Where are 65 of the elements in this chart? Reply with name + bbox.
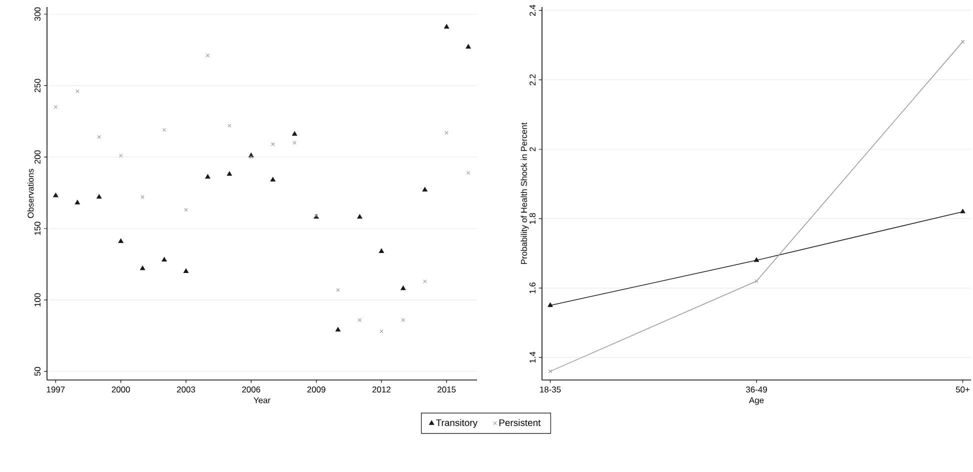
point [466, 44, 471, 49]
x-axis-title: Age [748, 397, 764, 405]
point [401, 318, 406, 322]
x-tick-label: 2015 [438, 386, 456, 392]
x-tick-label: 2006 [242, 386, 260, 392]
y-tick-label: 300 [34, 7, 40, 21]
x-tick-label: 50+ [956, 386, 970, 392]
x-tick-label: 2003 [177, 386, 196, 392]
point [119, 154, 123, 158]
point [960, 208, 966, 214]
y-tick-label: 1.4 [530, 352, 536, 363]
point [754, 257, 760, 262]
point [270, 177, 276, 182]
point [357, 214, 362, 219]
x-tick-label: 1997 [46, 386, 65, 392]
point [422, 187, 428, 192]
point [140, 266, 146, 270]
point [444, 24, 450, 29]
point [380, 330, 384, 334]
point [466, 170, 470, 175]
point [548, 302, 553, 307]
point [183, 268, 189, 273]
point [400, 286, 406, 290]
point [292, 140, 296, 145]
point [444, 130, 448, 135]
point [184, 208, 188, 212]
y-tick-label: 150 [34, 222, 40, 235]
y-axis-title: Observations [27, 168, 34, 218]
point [76, 89, 80, 94]
y-tick-label: 100 [34, 293, 40, 306]
point [97, 135, 101, 139]
x-tick-label: 36-49 [746, 386, 767, 392]
y-tick-label: 200 [34, 150, 40, 164]
point [335, 327, 341, 332]
point [226, 171, 232, 176]
point [54, 105, 58, 109]
point [754, 279, 758, 283]
point [118, 238, 124, 243]
y-tick-label: 2.4 [530, 4, 536, 16]
point [358, 318, 362, 322]
y-tick-label: 2 [530, 147, 536, 152]
point [162, 128, 166, 132]
x-tick-label: 2000 [112, 386, 130, 392]
y-tick-label: 1.6 [530, 282, 536, 294]
point [292, 131, 298, 136]
x-tick-label: 2012 [372, 386, 390, 392]
y-tick-label: 250 [34, 78, 40, 92]
legend-label: Transitory [436, 419, 478, 428]
point [74, 200, 80, 204]
point [96, 194, 102, 199]
y-axis-title: Probability of Health Shock in Percent [520, 122, 529, 264]
x-tick-label: 2009 [307, 386, 326, 392]
x-axis-title: Year [254, 397, 270, 404]
point [162, 257, 167, 262]
point [53, 192, 58, 198]
y-tick-label: 50 [34, 367, 40, 376]
point [378, 248, 384, 253]
y-tick-label: 2.2 [530, 74, 536, 86]
point [249, 155, 254, 159]
point [206, 54, 210, 58]
point [205, 174, 210, 179]
x-tick-label: 18-35 [540, 386, 561, 392]
y-tick-label: 1.8 [530, 213, 536, 224]
point [271, 142, 275, 146]
legend-label: Persistent [499, 419, 541, 426]
